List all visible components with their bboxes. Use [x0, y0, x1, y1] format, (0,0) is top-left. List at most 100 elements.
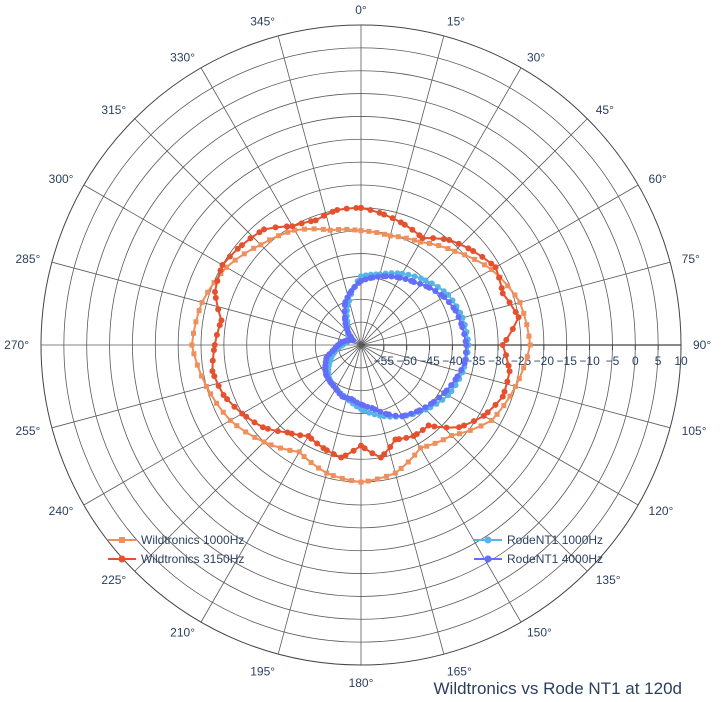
data-point — [459, 324, 466, 331]
data-point — [189, 342, 195, 348]
angular-tick-label: 225° — [101, 573, 126, 587]
legend-item[interactable]: Wildtronics 3150Hz — [108, 552, 244, 566]
legend-item[interactable]: RodeNT1 4000Hz — [474, 552, 603, 566]
data-point — [498, 285, 505, 292]
angular-tick-label: 180° — [349, 676, 374, 690]
grid-spoke — [51, 261, 362, 346]
data-point — [461, 422, 468, 429]
data-point — [238, 242, 245, 249]
data-point — [494, 411, 500, 417]
data-point — [349, 478, 355, 484]
data-point — [243, 413, 250, 420]
data-point — [484, 409, 491, 416]
data-point — [241, 251, 247, 257]
data-point — [214, 278, 221, 285]
data-point — [369, 274, 376, 281]
data-point — [381, 211, 388, 218]
grid-spoke — [134, 118, 362, 346]
data-point — [413, 408, 420, 415]
radial-tick-label: −15 — [557, 354, 578, 368]
grid-spoke — [360, 344, 522, 623]
data-point — [247, 235, 254, 242]
data-point — [344, 226, 350, 232]
data-point — [383, 410, 390, 417]
angular-tick-label: 300° — [49, 172, 74, 186]
data-point — [205, 289, 211, 295]
radial-tick-label: −45 — [419, 354, 440, 368]
data-point — [348, 287, 355, 294]
radial-tick-label: −55 — [374, 354, 395, 368]
data-point — [417, 239, 423, 245]
data-point — [362, 276, 369, 283]
data-point — [208, 391, 214, 397]
data-point — [338, 454, 345, 461]
legend-marker — [484, 555, 492, 563]
data-point — [446, 236, 453, 243]
data-point — [358, 278, 364, 284]
data-point — [365, 478, 371, 484]
data-point — [358, 228, 364, 234]
radial-tick-label: −20 — [534, 354, 555, 368]
data-point — [384, 473, 390, 479]
legend[interactable]: Wildtronics 1000Hz Wildtronics 3150Hz Rode… — [108, 533, 603, 566]
data-point — [503, 352, 510, 359]
data-point — [489, 417, 495, 423]
data-point — [320, 445, 327, 452]
data-point — [256, 229, 263, 236]
data-point — [501, 388, 508, 395]
data-point — [374, 230, 380, 236]
data-point — [499, 342, 506, 348]
grid-spoke — [277, 344, 362, 655]
data-point — [211, 342, 218, 348]
data-point — [505, 283, 511, 289]
data-point — [489, 267, 495, 273]
data-point — [264, 425, 271, 432]
data-point — [320, 226, 326, 232]
legend-item[interactable]: Wildtronics 1000Hz — [108, 533, 244, 547]
data-point — [455, 314, 462, 321]
series-rodent1-4000hz — [322, 273, 470, 420]
data-point — [305, 433, 312, 440]
radial-tick-label: −35 — [465, 354, 486, 368]
radial-tick-label: −40 — [442, 354, 463, 368]
data-point — [209, 368, 216, 375]
data-point — [220, 409, 226, 415]
data-point — [398, 465, 404, 471]
data-point — [342, 314, 348, 321]
data-point — [456, 424, 463, 431]
data-point — [411, 273, 418, 280]
data-point — [513, 383, 519, 389]
data-point — [239, 410, 246, 417]
data-point — [431, 423, 438, 430]
angular-tick-label: 285° — [15, 252, 40, 266]
data-point — [211, 288, 218, 295]
legend-item[interactable]: RodeNT1 1000Hz — [474, 533, 603, 547]
data-point — [449, 433, 455, 439]
data-point — [488, 260, 495, 267]
data-point — [462, 252, 468, 258]
data-point — [215, 306, 222, 313]
data-point — [521, 365, 527, 371]
data-point — [369, 450, 376, 457]
data-point — [367, 207, 374, 214]
data-point — [426, 284, 433, 291]
legend-marker — [484, 536, 492, 544]
data-point — [369, 405, 376, 412]
grid-spoke — [134, 344, 362, 572]
polar-grid — [40, 24, 682, 666]
data-point — [334, 206, 341, 213]
legend-label: RodeNT1 4000Hz — [507, 552, 603, 566]
data-point — [312, 217, 319, 224]
data-point — [422, 277, 429, 284]
data-point — [285, 229, 291, 235]
grid-spoke — [360, 35, 445, 346]
data-point — [301, 226, 307, 232]
data-point — [193, 319, 199, 325]
data-point — [377, 454, 384, 461]
angular-tick-label: 165° — [447, 665, 472, 679]
series-wildtronics-1000hz — [189, 226, 533, 485]
data-point — [405, 271, 412, 278]
data-point — [216, 322, 223, 329]
data-point — [344, 294, 351, 301]
data-point — [366, 228, 372, 234]
